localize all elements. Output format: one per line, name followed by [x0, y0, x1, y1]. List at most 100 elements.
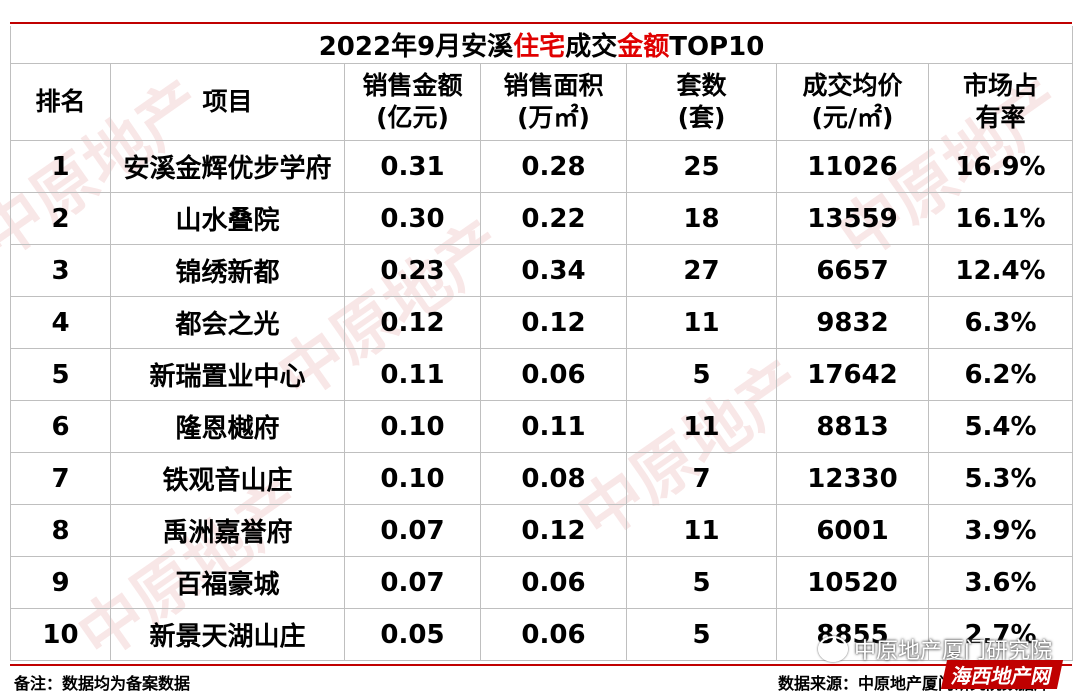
market-share-cell: 6.3% — [927, 296, 1074, 349]
units-cell: 11 — [626, 296, 777, 349]
column-header: 销售面积 (万㎡) — [480, 63, 627, 141]
wechat-label: 中原地产厦门研究院 — [853, 639, 1052, 664]
column-header-line2: 有率 — [975, 103, 1026, 132]
market-share-cell: 6.2% — [927, 348, 1074, 401]
market-share-cell: 16.9% — [927, 140, 1074, 193]
market-share-cell: 5.4% — [927, 400, 1074, 453]
avg-price-cell: 13559 — [776, 192, 929, 245]
project-cell: 隆恩樾府 — [110, 400, 345, 453]
avg-price-cell: 10520 — [776, 556, 929, 609]
column-header: 销售金额 (亿元) — [344, 63, 481, 141]
sales-amount-cell: 0.31 — [344, 140, 481, 193]
sales-area-cell: 0.06 — [480, 608, 627, 661]
rank-cell: 5 — [10, 348, 111, 401]
project-cell: 百福豪城 — [110, 556, 345, 609]
title-middle: 成交 — [565, 32, 618, 62]
sales-amount-cell: 0.07 — [344, 556, 481, 609]
project-cell: 新景天湖山庄 — [110, 608, 345, 661]
column-header-line2: (套) — [677, 103, 726, 132]
project-cell: 安溪金辉优步学府 — [110, 140, 345, 193]
sales-area-cell: 0.22 — [480, 192, 627, 245]
top-rule — [10, 22, 1072, 24]
avg-price-cell: 17642 — [776, 348, 929, 401]
header-row: 排名 项目 销售金额 (亿元) 销售面积 (万㎡) 套数 (套) 成交均价 (元/㎡) 市场占 有率 — [10, 63, 1074, 141]
avg-price-cell: 12330 — [776, 452, 929, 505]
sales-area-cell: 0.11 — [480, 400, 627, 453]
column-header-line1: 项目 — [202, 87, 253, 116]
table-row: 3 锦绣新都 0.23 0.34 27 6657 12.4% — [10, 244, 1074, 297]
bottom-rule — [10, 664, 1072, 666]
column-header-line1: 销售金额 — [362, 71, 463, 100]
table-row: 9 百福豪城 0.07 0.06 5 10520 3.6% — [10, 556, 1074, 609]
sales-amount-cell: 0.23 — [344, 244, 481, 297]
sales-area-cell: 0.28 — [480, 140, 627, 193]
avg-price-cell: 8855 — [776, 608, 929, 661]
column-header: 套数 (套) — [626, 63, 777, 141]
table-row: 1 安溪金辉优步学府 0.31 0.28 25 11026 16.9% — [10, 140, 1074, 193]
site-stamp: 海西地产网 — [940, 660, 1064, 689]
project-cell: 锦绣新都 — [110, 244, 345, 297]
units-cell: 7 — [626, 452, 777, 505]
rank-cell: 2 — [10, 192, 111, 245]
title-highlight-residential: 住宅 — [513, 32, 566, 62]
sales-amount-cell: 0.30 — [344, 192, 481, 245]
units-cell: 25 — [626, 140, 777, 193]
column-header: 成交均价 (元/㎡) — [776, 63, 929, 141]
project-cell: 禹洲嘉誉府 — [110, 504, 345, 557]
units-cell: 11 — [626, 504, 777, 557]
sales-amount-cell: 0.11 — [344, 348, 481, 401]
market-share-cell: 16.1% — [927, 192, 1074, 245]
market-share-cell: 3.6% — [927, 556, 1074, 609]
wechat-badge: 中原地产厦门研究院 — [817, 633, 1052, 665]
sales-amount-cell: 0.10 — [344, 452, 481, 505]
table-row: 2 山水叠院 0.30 0.22 18 13559 16.1% — [10, 192, 1074, 245]
column-header: 市场占 有率 — [927, 63, 1074, 141]
sales-area-cell: 0.34 — [480, 244, 627, 297]
sales-amount-cell: 0.07 — [344, 504, 481, 557]
rank-cell: 8 — [10, 504, 111, 557]
sales-area-cell: 0.12 — [480, 504, 627, 557]
column-header-line1: 销售面积 — [503, 71, 604, 100]
avg-price-cell: 6657 — [776, 244, 929, 297]
units-cell: 5 — [626, 608, 777, 661]
market-share-cell: 5.3% — [927, 452, 1074, 505]
units-cell: 5 — [626, 348, 777, 401]
rank-cell: 1 — [10, 140, 111, 193]
sales-area-cell: 0.06 — [480, 348, 627, 401]
column-header-line1: 套数 — [676, 71, 727, 100]
footer-note: 备注：数据均为备案数据 — [14, 674, 191, 693]
rank-cell: 3 — [10, 244, 111, 297]
column-header-line1: 排名 — [35, 87, 86, 116]
avg-price-cell: 9832 — [776, 296, 929, 349]
avg-price-cell: 6001 — [776, 504, 929, 557]
table-row: 10 新景天湖山庄 0.05 0.06 5 8855 2.7% — [10, 608, 1074, 661]
table-title: 2022年9月安溪住宅成交金额TOP10 — [9, 26, 1074, 64]
table-row: 7 铁观音山庄 0.10 0.08 7 12330 5.3% — [10, 452, 1074, 505]
units-cell: 18 — [626, 192, 777, 245]
project-cell: 山水叠院 — [110, 192, 345, 245]
column-header-line1: 市场占 — [963, 71, 1039, 100]
table-row: 4 都会之光 0.12 0.12 11 9832 6.3% — [10, 296, 1074, 349]
column-header-line2: (万㎡) — [517, 103, 590, 132]
table-row: 5 新瑞置业中心 0.11 0.06 5 17642 6.2% — [10, 348, 1074, 401]
title-suffix: TOP10 — [669, 32, 765, 62]
avg-price-cell: 8813 — [776, 400, 929, 453]
sales-amount-cell: 0.05 — [344, 608, 481, 661]
table-row: 6 隆恩樾府 0.10 0.11 11 8813 5.4% — [10, 400, 1074, 453]
market-share-cell: 12.4% — [927, 244, 1074, 297]
project-cell: 铁观音山庄 — [110, 452, 345, 505]
rank-cell: 4 — [10, 296, 111, 349]
units-cell: 11 — [626, 400, 777, 453]
column-header-line2: (亿元) — [376, 103, 449, 132]
units-cell: 27 — [626, 244, 777, 297]
market-share-cell: 3.9% — [927, 504, 1074, 557]
rank-cell: 6 — [10, 400, 111, 453]
title-prefix: 2022年9月安溪 — [318, 32, 514, 62]
table-row: 8 禹洲嘉誉府 0.07 0.12 11 6001 3.9% — [10, 504, 1074, 557]
sales-area-cell: 0.06 — [480, 556, 627, 609]
sales-area-cell: 0.08 — [480, 452, 627, 505]
sales-amount-cell: 0.10 — [344, 400, 481, 453]
units-cell: 5 — [626, 556, 777, 609]
market-share-cell: 2.7% — [927, 608, 1074, 661]
column-header-line2: (元/㎡) — [811, 103, 894, 132]
